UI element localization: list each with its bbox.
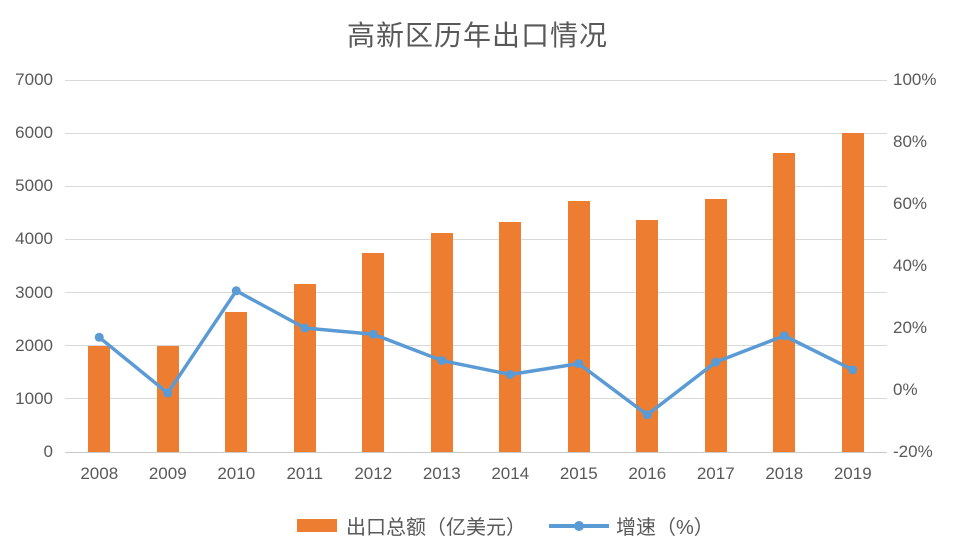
line-marker-2012 [368, 329, 378, 339]
x-axis-label-2009: 2009 [148, 464, 187, 483]
line-marker-2014 [505, 370, 515, 379]
line-marker-2019 [848, 365, 858, 375]
x-axis-label-2014: 2014 [491, 464, 530, 483]
bar-2009 [156, 345, 179, 452]
growth-line-series [94, 286, 858, 420]
legend-line-swatch [549, 519, 609, 533]
left-axis-tick-label: 4000 [15, 229, 53, 249]
line-marker-2008 [94, 332, 104, 342]
left-axis-tick-label: 2000 [15, 335, 53, 355]
left-axis-tick-label: 0 [43, 442, 53, 461]
line-marker-2011 [300, 323, 310, 333]
left-axis-tick-label: 3000 [15, 282, 53, 302]
bar-2008 [88, 345, 111, 452]
bar-2017 [704, 199, 727, 452]
right-axis-tick-label: 80% [893, 132, 928, 151]
legend-line-label: 增速（%） [616, 517, 714, 539]
legend-line-marker-icon [574, 520, 584, 531]
bar-2016 [636, 219, 659, 452]
x-axis-label-2018: 2018 [765, 464, 804, 483]
gridline [65, 292, 887, 294]
gridline [65, 451, 887, 453]
left-axis-tick-label: 6000 [15, 123, 53, 143]
bar-2019 [841, 133, 864, 452]
right-axis-tick-label: 20% [893, 318, 928, 337]
left-axis-tick-label: 1000 [15, 388, 53, 408]
chart-title: 高新区历年出口情况 [346, 19, 608, 52]
x-axis-label-2012: 2012 [354, 464, 393, 483]
bar-2018 [773, 152, 796, 452]
bar-2014 [499, 221, 522, 452]
line-marker-2018 [779, 331, 789, 341]
gridline [65, 238, 887, 240]
x-axis-label-2013: 2013 [422, 464, 461, 483]
legend-bar-swatch [297, 519, 337, 532]
right-axis-tick-label: 60% [893, 194, 928, 213]
right-axis-tick-label: 40% [893, 256, 928, 275]
x-axis-label-2008: 2008 [80, 464, 119, 483]
x-axis-label-2016: 2016 [628, 464, 667, 483]
bar-2013 [430, 232, 453, 452]
gridline [65, 345, 887, 347]
gridline [65, 398, 887, 400]
x-axis-label-2019: 2019 [833, 464, 872, 483]
right-axis-tick-label: 0% [893, 380, 918, 399]
line-marker-2009 [163, 388, 173, 398]
line-marker-2015 [574, 359, 584, 369]
x-axis-label-2011: 2011 [286, 464, 324, 483]
bar-2010 [225, 312, 248, 452]
right-axis-tick-label: -20% [893, 442, 933, 461]
legend-bar-label: 出口总额（亿美元） [346, 517, 526, 539]
x-axis-label-2017: 2017 [696, 464, 735, 483]
growth-line-path [97, 289, 855, 417]
gridline [65, 185, 887, 187]
left-axis-tick-label: 5000 [15, 176, 53, 196]
line-marker-2010 [231, 286, 241, 296]
line-marker-2016 [642, 410, 652, 420]
x-axis-label-2015: 2015 [559, 464, 598, 483]
left-axis-tick-label: 7000 [15, 70, 53, 89]
x-axis-label-2010: 2010 [217, 464, 256, 483]
bar-2015 [567, 200, 590, 452]
line-marker-2017 [711, 357, 721, 367]
right-axis-tick-label: 100% [893, 70, 937, 89]
gridline [65, 79, 887, 81]
gridline [65, 132, 887, 134]
chart-legend: 出口总额（亿美元） 增速（%） [297, 511, 714, 540]
bar-2012 [362, 252, 385, 452]
line-marker-2013 [437, 356, 447, 366]
